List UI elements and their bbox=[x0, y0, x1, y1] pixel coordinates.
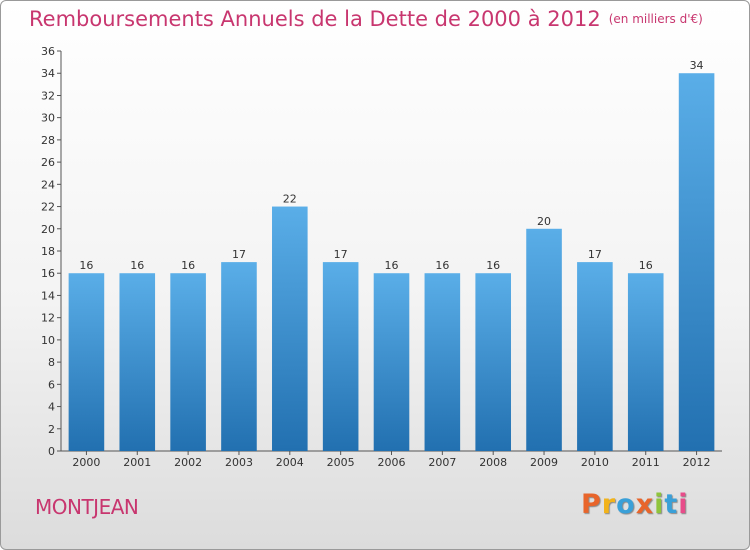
y-tick-label: 14 bbox=[41, 289, 55, 302]
bar bbox=[119, 273, 156, 451]
x-tick-label: 2012 bbox=[683, 456, 711, 469]
y-tick-label: 20 bbox=[41, 223, 55, 236]
bar bbox=[170, 273, 206, 451]
bar-value-label: 16 bbox=[486, 259, 500, 272]
bar bbox=[526, 228, 562, 451]
bar-value-label: 17 bbox=[232, 248, 246, 261]
y-tick-label: 22 bbox=[41, 201, 55, 214]
bar bbox=[322, 262, 359, 451]
bar-value-label: 20 bbox=[537, 215, 551, 228]
y-tick-label: 36 bbox=[41, 45, 55, 58]
x-tick-label: 2004 bbox=[276, 456, 304, 469]
y-tick-label: 12 bbox=[41, 312, 55, 325]
y-tick-label: 28 bbox=[41, 134, 55, 147]
x-tick-label: 2007 bbox=[428, 456, 456, 469]
x-tick-label: 2006 bbox=[378, 456, 406, 469]
bar bbox=[221, 262, 257, 451]
y-tick-label: 30 bbox=[41, 112, 55, 125]
x-tick-label: 2011 bbox=[632, 456, 660, 469]
bar bbox=[272, 206, 308, 451]
city-name: MONTJEAN bbox=[35, 495, 139, 519]
bar-value-label: 16 bbox=[79, 259, 93, 272]
y-tick-label: 0 bbox=[48, 445, 55, 458]
bar-value-label: 16 bbox=[435, 259, 449, 272]
y-tick-label: 2 bbox=[48, 423, 55, 436]
y-tick-label: 32 bbox=[41, 89, 55, 102]
y-tick-label: 18 bbox=[41, 245, 55, 258]
y-tick-label: 8 bbox=[48, 356, 55, 369]
bar-value-label: 16 bbox=[385, 259, 399, 272]
x-tick-label: 2008 bbox=[479, 456, 507, 469]
y-tick-label: 10 bbox=[41, 334, 55, 347]
chart-title: Remboursements Annuels de la Dette de 20… bbox=[29, 7, 703, 31]
bar-value-label: 17 bbox=[588, 248, 602, 261]
bar bbox=[373, 273, 410, 451]
bar-value-label: 17 bbox=[334, 248, 348, 261]
bar-value-label: 16 bbox=[181, 259, 195, 272]
x-tick-label: 2003 bbox=[225, 456, 253, 469]
x-tick-label: 2009 bbox=[530, 456, 558, 469]
x-tick-label: 2010 bbox=[581, 456, 609, 469]
x-tick-label: 2001 bbox=[123, 456, 151, 469]
bar bbox=[627, 273, 664, 451]
bar bbox=[68, 273, 105, 451]
bar-value-label: 16 bbox=[639, 259, 653, 272]
y-tick-label: 4 bbox=[48, 401, 55, 414]
y-tick-label: 16 bbox=[41, 267, 55, 280]
bar bbox=[475, 273, 511, 451]
title-unit: (en milliers d'€) bbox=[608, 12, 703, 26]
bar bbox=[678, 73, 715, 451]
proxiti-logo: Proxiti bbox=[581, 489, 689, 520]
title-text: Remboursements Annuels de la Dette de 20… bbox=[29, 7, 601, 31]
x-tick-label: 2005 bbox=[327, 456, 355, 469]
y-tick-label: 24 bbox=[41, 178, 55, 191]
y-tick-label: 6 bbox=[48, 378, 55, 391]
bar-value-label: 34 bbox=[690, 59, 704, 72]
bar bbox=[424, 273, 461, 451]
bar bbox=[577, 262, 613, 451]
bar-value-label: 22 bbox=[283, 193, 297, 206]
x-tick-label: 2000 bbox=[72, 456, 100, 469]
x-tick-label: 2002 bbox=[174, 456, 202, 469]
y-tick-label: 34 bbox=[41, 67, 55, 80]
y-tick-label: 26 bbox=[41, 156, 55, 169]
bar-value-label: 16 bbox=[130, 259, 144, 272]
